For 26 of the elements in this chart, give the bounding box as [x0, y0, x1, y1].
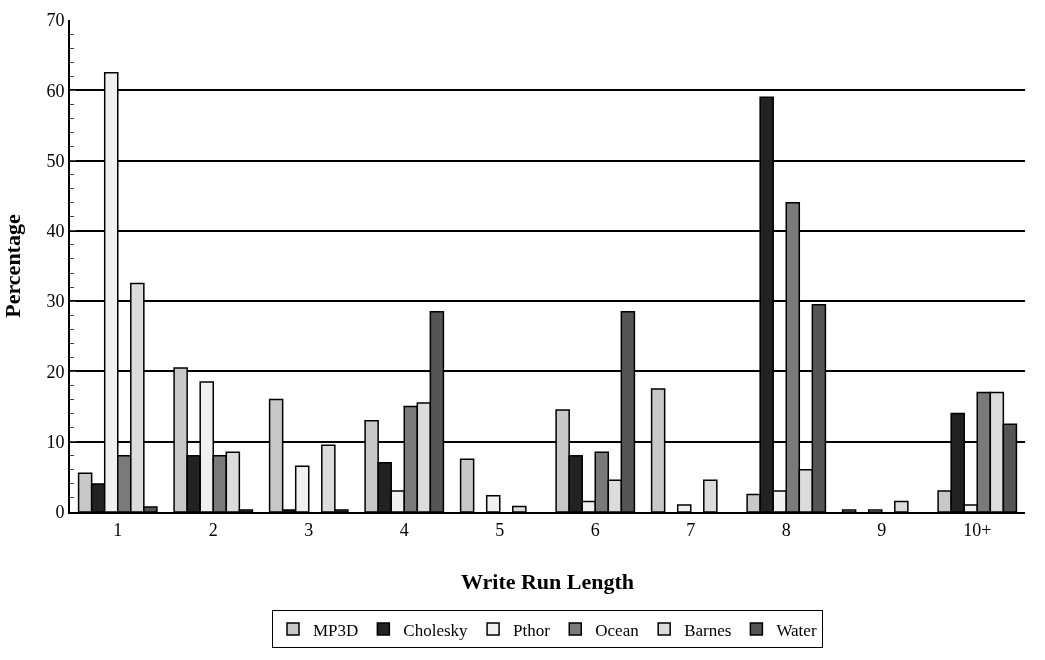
y-tick-label: 30 — [46, 291, 65, 312]
y-tick-label: 20 — [46, 361, 65, 382]
legend-label: MP3D — [313, 620, 359, 640]
x-tick-label: 1 — [113, 519, 123, 540]
x-tick-label: 8 — [781, 519, 791, 540]
x-tick-label: 4 — [399, 519, 409, 540]
y-tick-label: 0 — [55, 502, 65, 523]
x-axis-title: Write Run Length — [460, 569, 635, 594]
x-tick-label: 9 — [877, 519, 887, 540]
y-tick-label: 40 — [46, 221, 65, 242]
x-tick-label: 5 — [495, 519, 505, 540]
y-tick-label: 60 — [46, 80, 65, 101]
legend-label: Barnes — [684, 620, 732, 640]
legend-label: Water — [776, 620, 817, 640]
y-axis-title: Percentage — [0, 214, 25, 318]
x-tick-label: 7 — [686, 519, 696, 540]
x-tick-label: 10+ — [963, 519, 992, 540]
x-tick-label: 6 — [590, 519, 600, 540]
x-tick-label: 3 — [304, 519, 314, 540]
y-tick-label: 10 — [46, 432, 65, 453]
legend-label: Ocean — [595, 620, 640, 640]
y-tick-label: 50 — [46, 150, 65, 171]
y-tick-label: 70 — [46, 10, 65, 31]
legend-label: Pthor — [513, 620, 551, 640]
legend-label: Cholesky — [403, 620, 469, 640]
x-tick-label: 2 — [208, 519, 218, 540]
